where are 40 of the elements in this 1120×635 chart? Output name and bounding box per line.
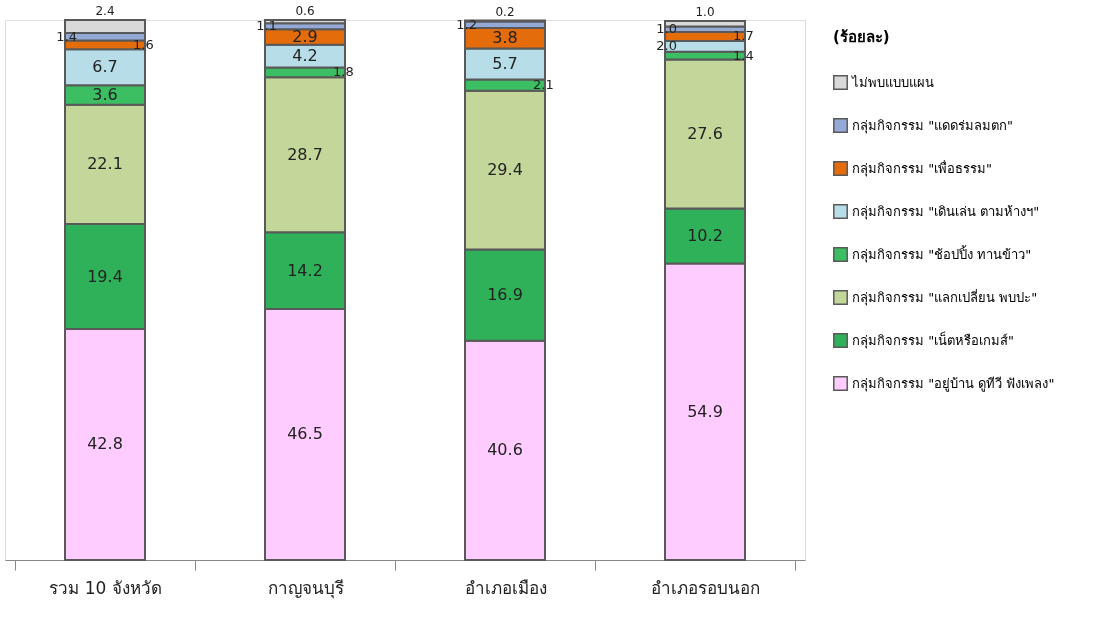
legend-label: กลุ่มกิจกรรม "ช้อปปิ้ง ทานข้าว"	[852, 244, 1032, 263]
legend-label: กลุ่มกิจกรรม "เน็ตหรือเกมส์"	[852, 330, 1015, 349]
data-label: 4.2	[292, 46, 318, 66]
data-label: 42.8	[87, 434, 123, 454]
legend-label: ไม่พบแบบแผน	[851, 74, 934, 90]
data-label: 22.1	[87, 154, 123, 174]
legend-label: กลุ่มกิจกรรม "แดดร่มลมตก"	[852, 117, 1014, 134]
legend-label: กลุ่มกิจกรรม "อยู่บ้าน ดูทีวี ฟังเพลง"	[852, 375, 1055, 392]
data-label: 27.6	[687, 123, 723, 143]
legend-label: กลุ่มกิจกรรม "เพื่อธรรม"	[852, 159, 993, 177]
data-label: 0.6	[295, 4, 315, 18]
data-label: 1.2	[456, 16, 477, 32]
data-label: 54.9	[687, 401, 723, 421]
data-label: 5.7	[492, 54, 518, 74]
data-label: 16.9	[487, 285, 523, 305]
legend-title: (ร้อยละ)	[833, 28, 890, 46]
data-label: 46.5	[287, 424, 323, 444]
x-tick-label: รวม 10 จังหวัด	[49, 577, 162, 598]
x-tick-label: กาญจนบุรี	[267, 577, 344, 599]
data-label: 2.9	[292, 27, 318, 47]
x-tick-label: อำเภอเมือง	[464, 577, 547, 598]
data-label: 19.4	[87, 266, 123, 286]
data-label: 14.2	[287, 260, 323, 280]
data-label: 6.7	[92, 57, 118, 77]
data-label: 1.4	[733, 47, 754, 63]
data-label: 1.1	[256, 18, 277, 34]
legend-label: กลุ่มกิจกรรม "เดินเล่น ตามห้างฯ"	[852, 203, 1040, 220]
legend-label: กลุ่มกิจกรรม "แลกเปลี่ยน พบปะ"	[852, 288, 1038, 306]
data-label: 28.7	[287, 144, 323, 164]
data-label: 2.4	[95, 4, 115, 18]
data-label: 1.0	[656, 21, 677, 37]
data-label: 1.4	[56, 28, 77, 44]
data-label: 3.8	[492, 28, 518, 48]
data-label: 10.2	[687, 226, 723, 245]
data-label: 1.0	[695, 5, 715, 20]
x-tick-label: อำเภอรอบนอก	[651, 577, 760, 598]
data-label: 3.6	[92, 85, 118, 105]
data-label: 29.4	[487, 160, 523, 180]
data-label: 40.6	[487, 440, 523, 460]
data-label: 0.2	[495, 4, 515, 19]
